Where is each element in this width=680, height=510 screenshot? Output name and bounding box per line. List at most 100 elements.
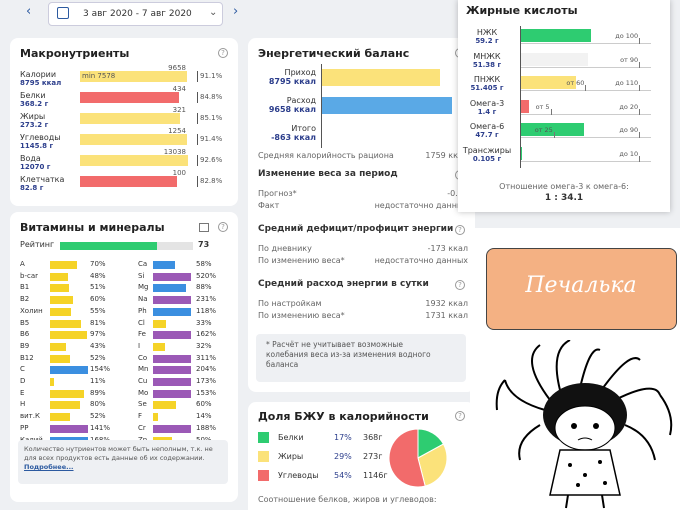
vitamin-percent: 14%	[196, 412, 212, 421]
vitamin-name: A	[20, 260, 25, 268]
vitamin-name: вит.К	[20, 412, 40, 421]
bar	[80, 176, 177, 187]
bound-tick	[639, 61, 641, 68]
vitamin-bar	[153, 261, 176, 269]
target-value: 9658	[168, 64, 186, 72]
vitamin-percent: 520%	[196, 271, 217, 280]
vitamin-name: B9	[20, 341, 30, 350]
vitamin-track	[50, 366, 88, 375]
bar	[80, 134, 187, 145]
target-value: 434	[172, 85, 186, 93]
vitamin-bar	[153, 378, 191, 386]
vitamins-card: Витамины и минералы? Рейтинг 73 A 70% b-car 48…	[10, 212, 238, 502]
vitamin-name: B12	[20, 353, 34, 362]
bound-tick	[550, 108, 552, 115]
bar-baseline	[521, 43, 651, 44]
row-value: -0.13	[358, 189, 468, 198]
vitamin-track	[153, 378, 191, 386]
bar-track	[80, 155, 198, 166]
vitamin-name: b-car	[20, 271, 38, 280]
help-icon[interactable]: ?	[218, 222, 228, 232]
vitamin-percent: 33%	[196, 318, 212, 327]
vitamin-bar	[153, 307, 191, 316]
row-value: -173 ккал	[427, 244, 468, 253]
energy-value: 9658 ккал	[268, 105, 316, 114]
vitamin-percent: 311%	[196, 353, 217, 362]
percent: 85.1%	[200, 114, 223, 122]
vitamin-name: E	[20, 388, 25, 397]
row-label: Факт	[258, 201, 280, 210]
prev-arrow[interactable]: ‹	[26, 4, 32, 19]
acid-value: 51.405 г	[470, 84, 504, 92]
vitamin-name: I	[138, 341, 141, 350]
rating-bar	[60, 242, 158, 250]
vitamin-percent: 32%	[196, 341, 212, 350]
footer: Соотношение белков, жиров и углеводов:	[258, 495, 437, 504]
vitamin-name: Co	[138, 353, 148, 362]
vitamin-track	[50, 378, 88, 386]
bound-tick	[639, 85, 641, 91]
date-picker[interactable]: 3 авг 2020 - 7 авг 2020 ⌄	[48, 2, 223, 26]
legend-percent: 54%	[334, 471, 352, 480]
legend-swatch	[258, 470, 269, 481]
vitamin-percent: 188%	[196, 423, 217, 432]
vitamin-name: PP	[20, 423, 29, 432]
ratio-value: 1 : 34.1	[544, 193, 584, 203]
vitamin-percent: 173%	[196, 377, 217, 385]
legend-percent: 17%	[334, 433, 352, 442]
legend-name: Белки	[278, 433, 304, 442]
vitamin-name: C	[20, 365, 25, 374]
rating-label: Рейтинг	[20, 240, 55, 249]
acid-bar	[521, 29, 591, 42]
table-icon[interactable]	[199, 223, 209, 232]
vitamin-percent: 89%	[90, 388, 106, 397]
next-arrow[interactable]: ›	[233, 4, 239, 19]
bar	[80, 71, 187, 82]
vitamin-bar	[153, 331, 191, 340]
bound-label: от 25	[534, 126, 553, 134]
vitamin-name: B2	[20, 295, 30, 304]
acid-name: Омега-6	[469, 122, 505, 131]
energy-bar	[322, 97, 452, 114]
calendar-icon	[57, 7, 69, 19]
nutrient-name: Клетчатка	[20, 175, 65, 184]
vitamin-percent: 81%	[90, 318, 106, 327]
vitamin-percent: 11%	[90, 377, 106, 385]
vitamin-percent: 58%	[196, 260, 212, 268]
acid-name: НЖК	[476, 28, 498, 37]
vitamin-name: Mg	[138, 283, 149, 292]
vitamin-track	[153, 331, 191, 340]
row-label: По изменению веса*	[258, 256, 345, 265]
sad-button[interactable]: Печалька	[486, 248, 677, 330]
cartoon	[495, 340, 673, 509]
help-icon[interactable]: ?	[455, 225, 465, 235]
vitamin-bar	[50, 319, 81, 328]
vitamin-name: Mo	[138, 388, 149, 397]
note-text: * Расчёт не учитывает возможные колебани…	[266, 340, 431, 369]
help-icon[interactable]: ?	[455, 280, 465, 290]
bound-label: до 100	[615, 32, 639, 40]
vitamin-name: H	[20, 400, 26, 409]
percent: 91.1%	[200, 72, 223, 80]
vitamin-percent: 118%	[196, 306, 217, 315]
bar-track: min 7578	[80, 71, 198, 82]
nutrient-value: 1145.8 г	[20, 142, 54, 150]
total-value: -863 ккал	[271, 133, 316, 142]
vitamin-track	[153, 284, 191, 293]
help-icon[interactable]: ?	[455, 411, 465, 421]
bar-baseline	[521, 160, 651, 162]
vitamin-bar	[50, 261, 77, 269]
note-link[interactable]: Подробнее...	[24, 463, 74, 471]
vitamin-bar	[50, 378, 55, 386]
note: Количество нутриентов может быть неполны…	[24, 445, 213, 462]
help-icon[interactable]: ?	[218, 48, 228, 58]
acid-value: 0.105 г	[472, 154, 502, 163]
section-title: Средний дефицит/профицит энергии	[258, 224, 454, 234]
vitamin-track	[50, 272, 88, 281]
nutrient-name: Калории	[20, 70, 57, 79]
energy-value: 8795 ккал	[268, 77, 316, 86]
legend-grams: 368г	[363, 433, 383, 442]
acid-value: 59.2 г	[475, 37, 499, 45]
bound-tick	[639, 108, 641, 115]
total-name: Итого	[291, 124, 316, 133]
